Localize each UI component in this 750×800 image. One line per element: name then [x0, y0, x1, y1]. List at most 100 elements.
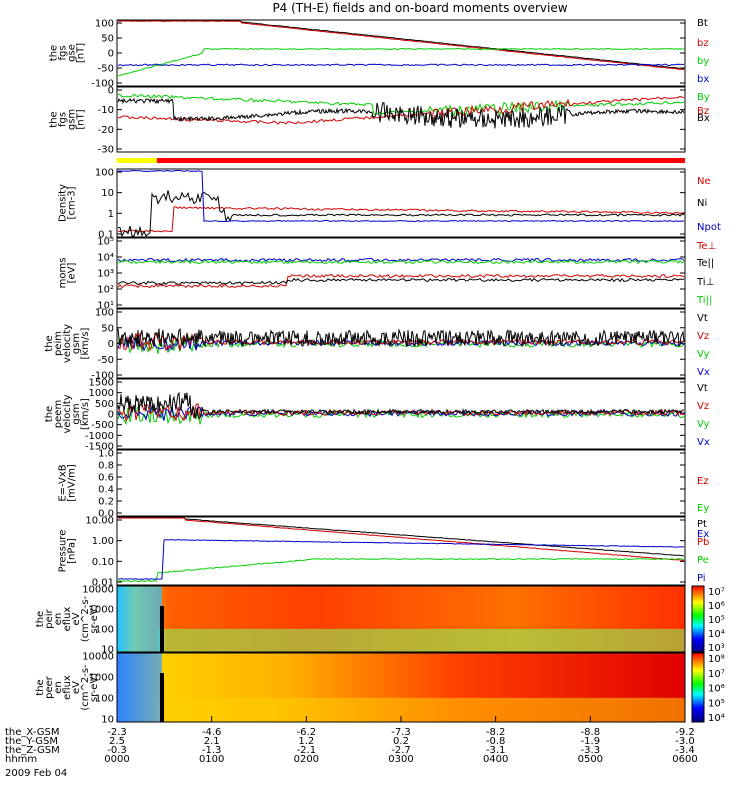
ytick-label: 0.01 [92, 578, 114, 589]
ylabel-line: gse [67, 44, 78, 62]
ylabel-line: gsm [67, 109, 78, 130]
legend-Ey: Ey [697, 503, 709, 514]
legend-Vz: Vz [697, 331, 709, 342]
xaxis-value: -2.3 [107, 727, 127, 738]
ytick-label: 10⁴ [97, 253, 114, 264]
ytick-label: -500 [91, 420, 114, 431]
panel-pressure-ylabel: Pressure[nPa] [58, 530, 78, 573]
xaxis-value: -2.7 [391, 745, 411, 756]
legend-Ez: Ez [697, 476, 709, 487]
panel-peim-velocity: thepeimvelocitygsm[km/s] 100 50 0 -50 -100 Vt V… [44, 308, 710, 382]
colorbar [691, 652, 705, 723]
ylabel-line: peer [44, 675, 55, 699]
legend-Te||: Te|| [696, 258, 714, 269]
ytick-label: 10000 [82, 652, 114, 663]
spectrogram-start [117, 586, 162, 652]
panel-frame [116, 308, 686, 379]
xaxis-row-label: hhmm [5, 754, 37, 765]
legend-Pb: Pb [697, 537, 709, 548]
legend-bx: bx [697, 74, 709, 85]
ytick-label: 0.4 [98, 485, 114, 496]
ytick-label: 10¹ [97, 301, 114, 312]
xaxis-value: 0200 [294, 754, 319, 765]
ytick-label: 10 [101, 715, 114, 726]
ytick-label: 10.00 [85, 516, 114, 527]
legend-Ex: Ex [697, 529, 709, 540]
panel-peim-velocity-ylabel: thepeimvelocitygsm[km/s] [44, 324, 91, 363]
xaxis-value: 0500 [578, 754, 603, 765]
ytick-label: 50 [101, 323, 114, 334]
ylabel-line: Density [58, 184, 69, 222]
ylabel-line: peem [53, 400, 64, 428]
ylabel-line: sr-eV) [89, 673, 100, 702]
xaxis-value: -1.3 [202, 745, 222, 756]
series-pi [117, 539, 684, 580]
ylabel-line: peir [44, 608, 55, 628]
ylabel-line: the [35, 611, 46, 627]
panel-pressure: Pressure[nPa] 10.00 1.00 0.10 0.01 Pt Pb Pe Pi [58, 516, 710, 589]
ylabel-line: [km/s] [80, 398, 91, 430]
ylabel-line: eV [71, 612, 82, 625]
ytick-label: 100 [95, 694, 114, 705]
ylabel-line: [km/s] [80, 327, 91, 359]
xaxis-value: -3.1 [486, 745, 506, 756]
ytick-label: 0 [108, 410, 114, 421]
panel-peer-spectrogram-ylabel: thepeerenefluxeV(cm^2-s-sr-eV) [35, 664, 100, 711]
xaxis-value: -3.4 [675, 745, 695, 756]
ytick-label: 500 [95, 399, 114, 410]
legend-Bt: Bt [697, 18, 708, 29]
ytick-label: 0.10 [92, 557, 114, 568]
ytick-label: -50 [98, 355, 114, 366]
ylabel-line: E=-VxB [58, 464, 69, 501]
ytick-label: 1500 [89, 378, 114, 389]
panel-frame [116, 449, 686, 517]
ylabel-line: moms [58, 258, 69, 289]
panel-frame [116, 168, 686, 238]
legend-Npot: Npot [697, 222, 721, 233]
series-pe [117, 557, 685, 583]
colorbar-tick: 10⁴ [708, 713, 725, 724]
legend-bz: bz [697, 38, 709, 49]
legend-Vz: Vz [697, 401, 709, 412]
ytick-label: 10 [101, 645, 114, 656]
ylabel-line: the [35, 679, 46, 695]
series-by [117, 47, 685, 77]
ylabel-line: the [44, 406, 55, 422]
ytick-label: -20 [98, 125, 114, 136]
colorbar-tick: 10³ [708, 643, 725, 654]
panel-frame [116, 237, 686, 309]
legend-Bx: Bx [697, 113, 710, 124]
xaxis-value: -6.2 [297, 727, 317, 738]
panel-peir-spectrogram: thepeirenefluxeV(cm^2-s-sr-eV)1000010001… [35, 585, 725, 656]
ylabel-line: the [44, 335, 55, 351]
ytick-label: 50 [101, 34, 114, 45]
xaxis-value: -3.3 [581, 745, 601, 756]
xaxis-value: 0600 [672, 754, 697, 765]
xaxis-value: 0400 [483, 754, 508, 765]
colorbar-tick: 10⁶ [708, 601, 725, 612]
ylabel-line: Pressure [58, 530, 69, 573]
panel-temperature: moms[eV] 10⁵ 10⁴ 10³ 10² 10¹ Te⊥ Te|| Ti⊥ Ti|| [58, 237, 717, 312]
xaxis-value: 0000 [104, 754, 129, 765]
series-vy [117, 334, 685, 354]
legend-Vt: Vt [697, 313, 708, 324]
panel-peem-velocity-ylabel: thepeemvelocitygsm[km/s] [44, 394, 91, 433]
ylabel-line: sr-eV) [89, 604, 100, 633]
ylabel-line: eV [71, 681, 82, 694]
panel-peir-spectrogram-ylabel: thepeirenefluxeV(cm^2-s-sr-eV) [35, 595, 100, 642]
panel-fgs-gsm-ylabel: thefgsgsm[nT] [49, 109, 87, 130]
series-te-par [117, 277, 684, 286]
legend-Ni: Ni [697, 198, 707, 209]
ytick-label: 100 [95, 625, 114, 636]
ytick-label: -100 [91, 79, 114, 90]
panel-frame [116, 585, 686, 653]
date-label: 2009 Feb 04 [5, 768, 67, 779]
xaxis-value: 2.5 [109, 736, 125, 747]
xaxis-value: -2.1 [297, 745, 317, 756]
series-ti-perp [117, 257, 685, 263]
colorbar-tick: 10⁵ [708, 615, 725, 626]
ylabel-line: eflux [62, 607, 73, 632]
ytick-label: 100 [95, 19, 114, 30]
series-bz [117, 20, 685, 71]
colorbar-tick: 10⁷ [708, 587, 725, 598]
